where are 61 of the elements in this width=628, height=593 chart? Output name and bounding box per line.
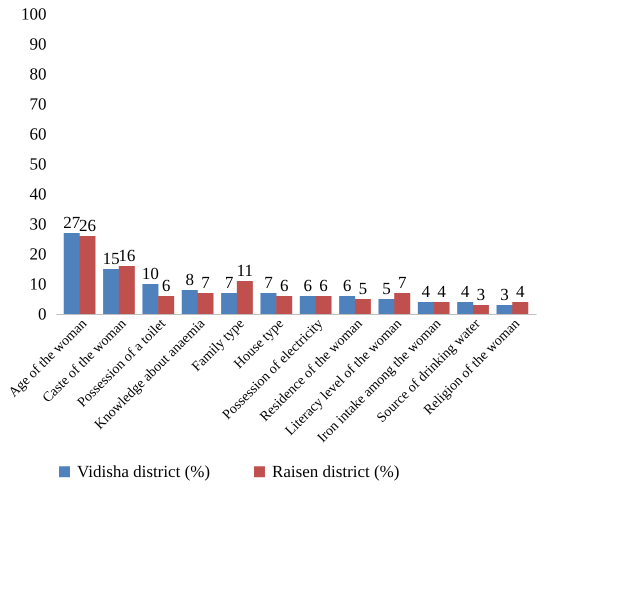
legend-label: Raisen district (%) — [272, 462, 400, 481]
bar — [118, 266, 135, 314]
data-label: 4 — [422, 282, 431, 301]
legend-label: Vidisha district (%) — [77, 462, 210, 481]
y-tick-label: 0 — [38, 304, 46, 324]
bar — [434, 302, 450, 314]
bar — [142, 284, 158, 314]
bar — [260, 293, 276, 314]
bar — [64, 233, 80, 314]
data-label: 4 — [437, 282, 446, 301]
data-label: 27 — [63, 213, 81, 232]
data-label: 5 — [382, 279, 391, 298]
bar — [79, 236, 96, 314]
y-tick-label: 40 — [30, 184, 46, 204]
data-label: 7 — [264, 273, 274, 292]
bar — [103, 269, 120, 314]
data-label: 6 — [304, 276, 312, 295]
y-tick-label: 30 — [30, 214, 46, 234]
data-label: 6 — [162, 276, 170, 295]
bar — [158, 296, 174, 314]
y-tick-label: 50 — [30, 154, 46, 174]
data-label: 8 — [186, 270, 194, 289]
bar — [316, 296, 332, 314]
data-label: 7 — [224, 273, 234, 292]
y-tick-label: 20 — [30, 244, 46, 264]
y-tick-label: 100 — [21, 4, 46, 24]
bar — [378, 299, 394, 314]
bar — [512, 302, 528, 314]
bar — [198, 293, 214, 314]
data-label: 26 — [78, 216, 96, 235]
data-label: 15 — [102, 249, 120, 268]
y-tick-label: 80 — [30, 64, 46, 84]
bar — [457, 302, 474, 314]
data-label: 10 — [142, 264, 159, 283]
y-tick-label: 60 — [30, 124, 46, 144]
data-label: 7 — [201, 273, 210, 292]
bar — [354, 299, 371, 314]
y-tick-label: 10 — [30, 274, 46, 294]
data-label: 4 — [460, 282, 470, 301]
bar — [472, 305, 489, 314]
data-label: 4 — [516, 282, 526, 301]
bar — [236, 281, 253, 314]
data-label: 5 — [358, 279, 368, 298]
data-label: 6 — [319, 276, 328, 295]
y-tick-label: 90 — [30, 34, 46, 54]
data-label: 3 — [500, 285, 509, 304]
bar — [394, 293, 410, 314]
bar — [276, 296, 292, 314]
data-label: 7 — [398, 273, 407, 292]
data-label: 6 — [342, 276, 352, 295]
bar — [182, 290, 198, 314]
data-label: 3 — [476, 285, 486, 304]
bar — [418, 302, 434, 314]
y-tick-label: 70 — [30, 94, 46, 114]
data-label: 6 — [280, 276, 288, 295]
bar — [221, 293, 238, 314]
data-label: 16 — [118, 246, 136, 265]
bar — [496, 305, 513, 314]
data-label: 11 — [236, 261, 254, 280]
bar — [339, 296, 356, 314]
bar — [300, 296, 316, 314]
